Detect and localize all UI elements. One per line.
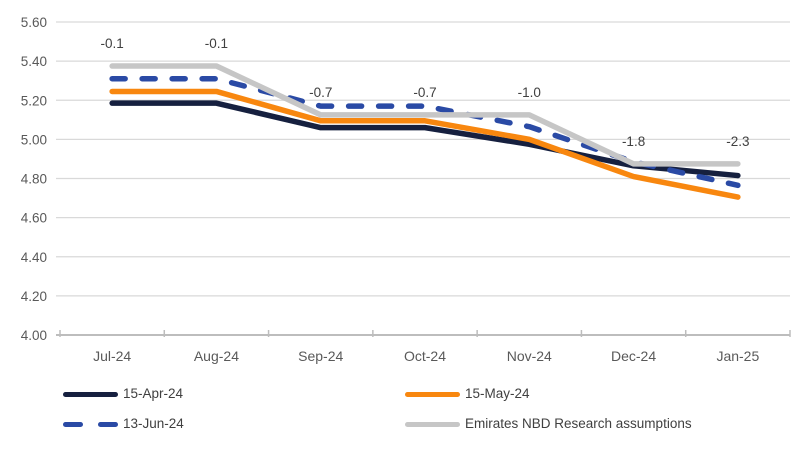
svg-text:4.20: 4.20 xyxy=(21,289,47,304)
svg-text:5.40: 5.40 xyxy=(21,54,47,69)
legend-label: 15-May-24 xyxy=(465,386,530,401)
svg-text:Jul-24: Jul-24 xyxy=(93,348,131,364)
svg-text:4.40: 4.40 xyxy=(21,250,47,265)
svg-text:Sep-24: Sep-24 xyxy=(298,348,343,364)
svg-text:Jan-25: Jan-25 xyxy=(716,348,759,364)
legend-line-solid-navy xyxy=(63,391,118,397)
svg-text:5.60: 5.60 xyxy=(21,15,47,30)
svg-text:Nov-24: Nov-24 xyxy=(507,348,552,364)
svg-text:-0.7: -0.7 xyxy=(413,85,436,100)
svg-text:4.00: 4.00 xyxy=(21,328,47,343)
legend-label: 13-Jun-24 xyxy=(123,416,184,431)
legend-item-15-apr-24: 15-Apr-24 xyxy=(63,386,183,402)
svg-text:Oct-24: Oct-24 xyxy=(404,348,446,364)
svg-text:4.60: 4.60 xyxy=(21,211,47,226)
svg-text:Aug-24: Aug-24 xyxy=(194,348,239,364)
line-plot-canvas: 4.00 4.20 4.40 4.60 4.80 5.00 5.20 5.40 5.60 Jul-… xyxy=(21,15,791,364)
legend-line-solid-gray xyxy=(405,421,460,427)
svg-text:-1.8: -1.8 xyxy=(622,134,645,149)
svg-text:-0.7: -0.7 xyxy=(309,85,332,100)
legend-item-15-may-24: 15-May-24 xyxy=(405,386,530,402)
svg-text:-0.1: -0.1 xyxy=(101,36,124,51)
legend-item-13-jun-24: 13-Jun-24 xyxy=(63,416,184,432)
svg-text:-0.1: -0.1 xyxy=(205,36,228,51)
legend-item-enbd-research-assumptions: Emirates NBD Research assumptions xyxy=(405,416,692,432)
svg-text:-2.3: -2.3 xyxy=(726,134,749,149)
svg-text:4.80: 4.80 xyxy=(21,172,47,187)
legend-line-solid-orange xyxy=(405,391,460,397)
svg-text:5.00: 5.00 xyxy=(21,132,47,147)
legend-label: 15-Apr-24 xyxy=(123,386,184,401)
svg-text:Dec-24: Dec-24 xyxy=(611,348,656,364)
legend-label: Emirates NBD Research assumptions xyxy=(465,416,692,431)
svg-text:-1.0: -1.0 xyxy=(518,85,541,100)
svg-text:5.20: 5.20 xyxy=(21,93,47,108)
legend-line-dashed-blue xyxy=(63,421,118,427)
